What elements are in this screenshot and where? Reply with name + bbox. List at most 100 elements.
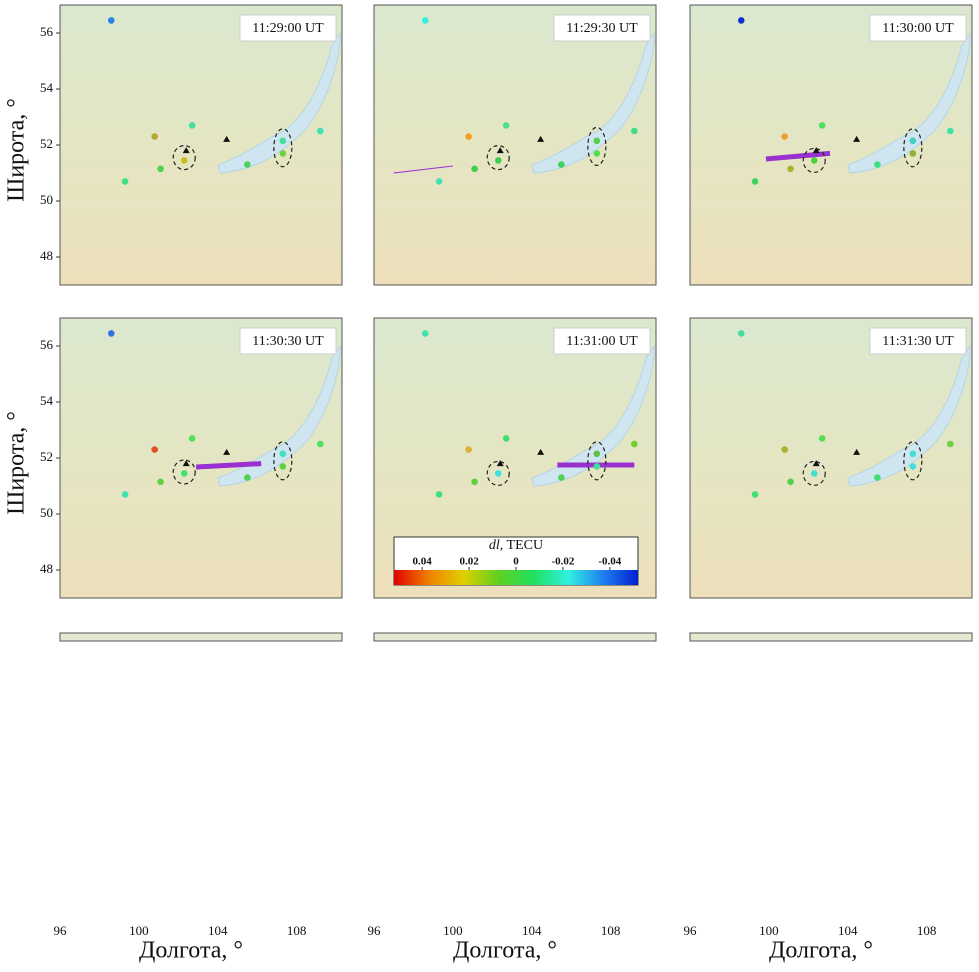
lake (217, 344, 341, 487)
map-panel: 11:30:00 UT (689, 4, 973, 286)
highlight-ellipse (486, 460, 510, 486)
propagation-track (765, 150, 831, 162)
station (818, 435, 826, 442)
station (435, 491, 443, 498)
station (244, 161, 251, 168)
map-background (59, 317, 343, 599)
highlight-ellipse (903, 441, 923, 481)
station (435, 178, 443, 185)
station (421, 330, 429, 337)
station (107, 330, 115, 337)
highlight-ellipse (587, 441, 607, 481)
station (107, 17, 115, 24)
station (593, 463, 601, 470)
colorbar-title: dl, TECU (489, 538, 543, 553)
station (279, 450, 287, 458)
station (180, 157, 188, 164)
triangle-marker (853, 448, 861, 455)
time-box (553, 14, 651, 42)
map-background (373, 4, 657, 286)
time-box (869, 14, 967, 42)
triangle-marker (537, 135, 545, 142)
station (157, 478, 164, 486)
colorbar-separator: , (500, 538, 507, 553)
highlight-ellipse (172, 145, 196, 171)
lake (217, 31, 341, 174)
time-label: 11:30:30 UT (252, 334, 324, 349)
map-panel: 11:30:30 UT (59, 317, 343, 599)
y-tick-label: 56 (40, 24, 54, 39)
station (558, 474, 565, 481)
station (188, 122, 196, 129)
propagation-track (195, 461, 262, 470)
station (909, 137, 917, 145)
station (751, 178, 759, 185)
x-tick-label: 104 (522, 923, 542, 938)
highlight-ellipse (802, 147, 826, 173)
station (787, 478, 794, 486)
highlight-ellipse (486, 145, 510, 171)
x-tick-label: 108 (287, 923, 307, 938)
highlight-ellipse (587, 126, 607, 166)
time-box (869, 327, 967, 355)
station (947, 440, 954, 448)
station (737, 330, 745, 337)
time-box (553, 327, 651, 355)
station (558, 161, 565, 168)
y-tick-label: 50 (40, 505, 53, 520)
station (465, 446, 472, 453)
x-axis-label: Долгота, ° (453, 938, 557, 964)
triangle-marker (812, 147, 820, 154)
map-panel: 11:29:30 UT (373, 4, 657, 286)
station (180, 470, 188, 477)
station (909, 463, 917, 470)
station (502, 122, 510, 129)
station (751, 491, 759, 498)
x-axis-label: Долгота, ° (769, 938, 873, 964)
map-background (59, 4, 343, 286)
time-box (239, 327, 337, 355)
map-panel: 11:29:00 UT (59, 4, 343, 286)
x-tick-label: 96 (54, 923, 68, 938)
colorbar-symbol: dl (489, 538, 500, 553)
station (317, 440, 324, 448)
triangle-marker (853, 135, 861, 142)
triangle-marker (496, 147, 504, 154)
propagation-track (393, 165, 453, 174)
colorbar-scale (394, 570, 638, 585)
y-tick-label: 52 (40, 449, 53, 464)
map-panel: 11:31:30 UT (689, 317, 973, 599)
y-tick-label: 52 (40, 136, 53, 151)
station (810, 470, 818, 477)
x-tick-label: 96 (368, 923, 382, 938)
y-axis-label: Широта, ° (4, 411, 30, 515)
y-tick-label: 56 (40, 337, 54, 352)
cut-panel (373, 632, 657, 642)
time-label: 11:31:30 UT (882, 334, 954, 349)
station (593, 150, 601, 157)
x-axis-label: Долгота, ° (139, 938, 243, 964)
station (787, 165, 794, 173)
station (279, 463, 287, 470)
station (494, 157, 502, 164)
station (781, 133, 788, 140)
lake (847, 344, 971, 487)
station (631, 127, 638, 135)
station (631, 440, 638, 448)
map-background (689, 4, 973, 286)
station (818, 122, 826, 129)
y-tick-label: 48 (40, 248, 53, 263)
triangle-marker (182, 460, 190, 467)
time-label: 11:31:00 UT (566, 334, 638, 349)
station (737, 17, 745, 24)
station (151, 446, 158, 453)
station (874, 161, 881, 168)
station (593, 450, 601, 458)
triangle-marker (496, 460, 504, 467)
highlight-ellipse (903, 128, 923, 168)
x-tick-label: 108 (601, 923, 621, 938)
station (279, 150, 287, 157)
map-background (689, 317, 973, 599)
station (909, 450, 917, 458)
